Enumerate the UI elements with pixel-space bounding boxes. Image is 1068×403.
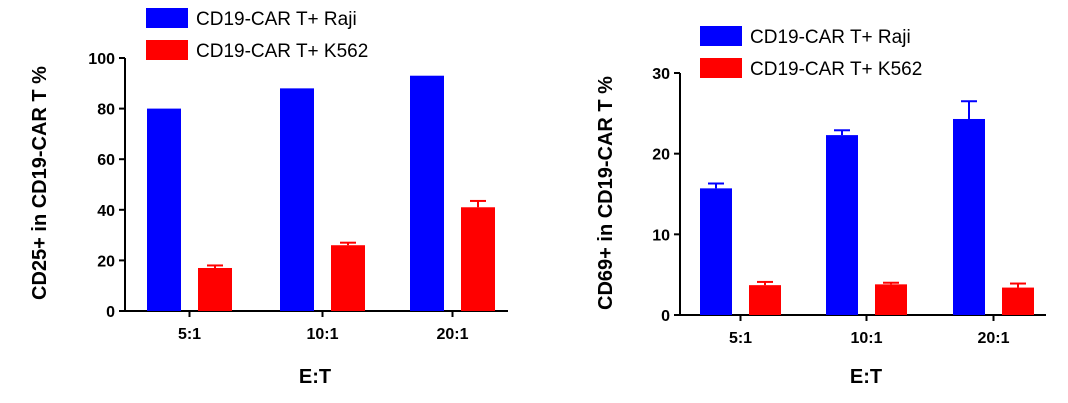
x-tick-label: 20:1: [977, 330, 1009, 347]
y-tick-label: 60: [97, 152, 115, 169]
x-tick-label: 5:1: [178, 326, 201, 343]
y-tick-label: 20: [652, 147, 670, 164]
y-tick-label: 10: [652, 227, 670, 244]
y-tick-label: 100: [88, 51, 115, 68]
legend-label-k562: CD19-CAR T+ K562: [196, 41, 368, 62]
x-tick-label: 10:1: [306, 326, 338, 343]
bar-raji: [826, 135, 858, 315]
bar-k562: [461, 207, 495, 311]
bar-raji: [147, 108, 181, 311]
bar-raji: [280, 88, 314, 311]
y-axis-label: CD69+ in CD19-CAR T %: [595, 76, 617, 310]
y-tick-label: 80: [97, 102, 115, 119]
bar-k562: [875, 284, 907, 315]
bar-k562: [749, 285, 781, 315]
y-tick-label: 0: [661, 308, 670, 325]
x-tick-label: 5:1: [729, 330, 752, 347]
chart-cd69: CD19-CAR T+ Raji CD19-CAR T+ K562 CD69+ …: [595, 26, 1046, 388]
legend: CD19-CAR T+ Raji CD19-CAR T+ K562: [700, 26, 922, 80]
bar-raji: [410, 75, 444, 312]
legend: CD19-CAR T+ Raji CD19-CAR T+ K562: [146, 8, 368, 62]
chart-cd25: CD19-CAR T+ Raji CD19-CAR T+ K562 CD25+ …: [29, 8, 508, 388]
y-tick-label: 20: [97, 253, 115, 270]
y-axis-label: CD25+ in CD19-CAR T %: [29, 66, 51, 300]
legend-swatch-raji: [700, 26, 742, 46]
x-tick-label: 20:1: [436, 326, 468, 343]
plot-area: 0 10 20 30 5:1 10:1 20:1: [652, 66, 1046, 347]
bar-raji: [953, 118, 985, 315]
y-tick-label: 0: [106, 304, 115, 321]
plot-area: 0 20 40 60 80 100 5:1 10:1 20:1: [88, 51, 508, 343]
bar-raji: [700, 188, 732, 315]
legend-swatch-raji: [146, 8, 188, 28]
legend-label-k562: CD19-CAR T+ K562: [750, 59, 922, 80]
bar-k562: [198, 267, 232, 311]
legend-swatch-k562: [700, 58, 742, 78]
y-tick-label: 30: [652, 66, 670, 83]
x-axis-label: E:T: [299, 366, 331, 388]
legend-label-raji: CD19-CAR T+ Raji: [750, 27, 911, 48]
legend-label-raji: CD19-CAR T+ Raji: [196, 9, 357, 30]
y-tick-label: 40: [97, 203, 115, 220]
x-axis-label: E:T: [850, 366, 882, 388]
bar-k562: [331, 245, 365, 311]
x-tick-label: 10:1: [850, 330, 882, 347]
legend-swatch-k562: [146, 40, 188, 60]
bar-k562: [1002, 287, 1034, 315]
